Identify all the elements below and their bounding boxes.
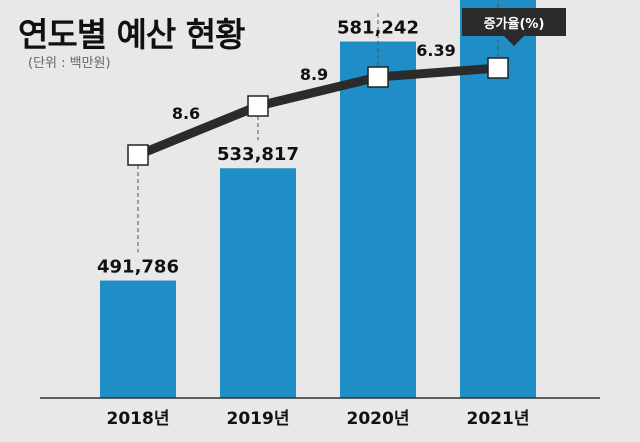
rate-label: 6.39	[416, 41, 455, 60]
rate-label: 8.6	[172, 104, 200, 123]
legend-label: 증가율(%)	[484, 16, 545, 32]
unit-note: (단위 : 백만원)	[28, 56, 111, 71]
legend-box	[462, 8, 566, 46]
bar-value-label: 533,817	[217, 144, 299, 165]
bar-2020년	[340, 41, 416, 399]
bar-value-label: 491,786	[97, 257, 179, 278]
x-tick-label: 2018년	[107, 409, 170, 429]
rate-line	[133, 63, 503, 160]
bar-2019년	[220, 168, 296, 398]
x-tick-label: 2020년	[347, 409, 410, 429]
bar-2018년	[100, 280, 176, 398]
rate-marker	[127, 144, 149, 166]
rate-marker	[247, 95, 269, 117]
x-tick-label: 2021년	[467, 409, 530, 429]
rate-label: 8.9	[300, 65, 328, 84]
rate-marker	[367, 66, 389, 88]
x-tick-label: 2019년	[227, 409, 290, 429]
bar-value-label: 581,242	[337, 18, 419, 39]
chart-title: 연도별 예산 현황	[18, 15, 245, 54]
rate-marker	[487, 57, 509, 79]
